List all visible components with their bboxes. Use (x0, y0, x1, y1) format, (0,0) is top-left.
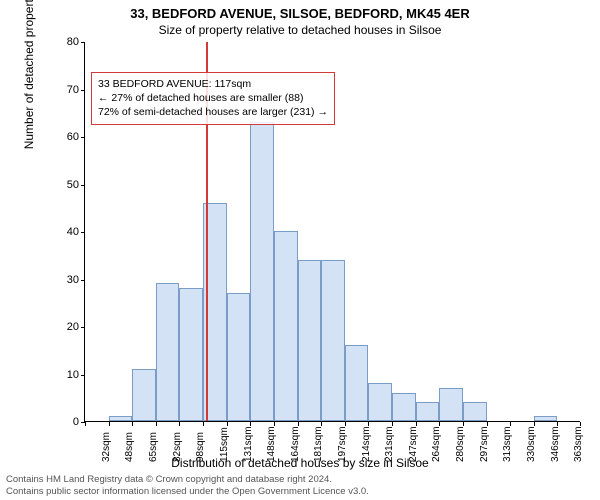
footer-attribution: Contains HM Land Registry data © Crown c… (6, 474, 369, 498)
histogram-bar (321, 260, 345, 422)
histogram-bar (179, 288, 203, 421)
y-axis-label: Number of detached properties (22, 0, 36, 149)
chart-title-sub: Size of property relative to detached ho… (0, 21, 600, 41)
y-tick-label: 60 (55, 131, 79, 143)
histogram-bar (534, 416, 558, 421)
y-tick-label: 40 (55, 226, 79, 238)
histogram-bar (274, 231, 298, 421)
chart-area: Number of detached properties 0102030405… (50, 42, 580, 422)
histogram-bar (156, 283, 180, 421)
y-tick-label: 30 (55, 274, 79, 286)
annotation-line: ← 27% of detached houses are smaller (88… (98, 91, 328, 105)
x-axis-label: Distribution of detached houses by size … (0, 456, 600, 470)
y-tick-label: 20 (55, 321, 79, 333)
annotation-line: 72% of semi-detached houses are larger (… (98, 105, 328, 119)
histogram-bar (392, 393, 416, 422)
y-tick-label: 80 (55, 36, 79, 48)
histogram-bar (368, 383, 392, 421)
histogram-bar (227, 293, 251, 421)
histogram-bar (298, 260, 322, 422)
footer-line: Contains public sector information licen… (6, 486, 369, 498)
y-tick-label: 0 (55, 416, 79, 428)
y-tick-label: 10 (55, 369, 79, 381)
plot-region: 0102030405060708032sqm48sqm65sqm82sqm98s… (84, 42, 580, 422)
annotation-line: 33 BEDFORD AVENUE: 117sqm (98, 77, 328, 91)
histogram-bar (345, 345, 369, 421)
histogram-bar (463, 402, 487, 421)
y-tick-label: 50 (55, 179, 79, 191)
histogram-bar (416, 402, 440, 421)
annotation-box: 33 BEDFORD AVENUE: 117sqm← 27% of detach… (91, 72, 335, 125)
histogram-bar (439, 388, 463, 421)
chart-title-main: 33, BEDFORD AVENUE, SILSOE, BEDFORD, MK4… (0, 0, 600, 21)
footer-line: Contains HM Land Registry data © Crown c… (6, 474, 369, 486)
y-tick-label: 70 (55, 84, 79, 96)
histogram-bar (109, 416, 133, 421)
histogram-bar (250, 122, 274, 421)
histogram-bar (132, 369, 156, 421)
